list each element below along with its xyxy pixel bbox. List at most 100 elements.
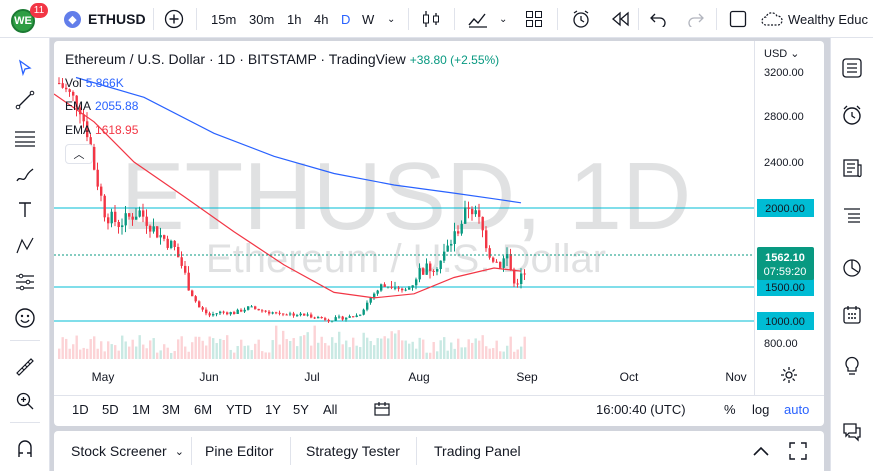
percent-scale-toggle[interactable]: % [724,402,736,417]
volume-bar [362,332,365,359]
indicator-ema-slow[interactable]: EMA 2055.88 [65,99,139,113]
watchlist-icon[interactable] [839,55,865,81]
redo-icon[interactable] [687,0,705,38]
prediction-icon[interactable] [13,270,37,294]
undo-icon[interactable] [649,0,667,38]
volume-bar [331,337,334,359]
range-1y[interactable]: 1Y [265,402,281,417]
range-1m[interactable]: 1M [132,402,151,417]
candle-body [68,89,71,92]
candle-body [208,313,211,316]
price-chart[interactable]: ETHUSD, 1D Ethereum / U.S. Dollar 3200.0… [54,41,824,396]
date-range-calendar-icon[interactable] [373,401,391,420]
range-5d[interactable]: 5D [102,402,119,417]
tab-stock-screener[interactable]: Stock Screener ⌄ [71,443,184,459]
candle-body [198,301,201,308]
candle-body [89,137,92,147]
volume-bar [240,339,243,359]
ruler-icon[interactable] [13,355,37,379]
currency-selector[interactable]: USD ⌄ [764,48,800,60]
candle-body [180,257,183,266]
candle-body [331,320,334,322]
interval-1h[interactable]: 1h [287,11,302,27]
candle-body [341,316,344,320]
range-5y[interactable]: 5Y [293,402,309,417]
volume-bar [373,345,376,359]
interval-15m[interactable]: 15m [211,11,237,27]
text-tool-icon[interactable] [13,198,37,222]
candle-body [278,312,281,314]
price-axis-label: 2800.00 [764,111,804,123]
hotlist-icon[interactable] [839,255,865,281]
range-6m[interactable]: 6M [194,402,213,417]
time-axis-label: Aug [408,370,429,384]
magnet-icon[interactable] [13,437,37,461]
layout-name[interactable]: Wealthy Educ [788,11,868,27]
trend-line-icon[interactable] [13,88,37,112]
indicators-icon[interactable] [467,0,489,38]
cloud-icon[interactable] [760,0,784,38]
replay-icon[interactable] [610,0,630,38]
candle-body [79,107,82,115]
indicator-ema-fast[interactable]: EMA 1618.95 [65,123,139,137]
auto-scale-toggle[interactable]: auto [784,402,810,417]
range-3m[interactable]: 3M [162,402,181,417]
symbol-search-button[interactable]: ETHUSD [88,11,146,27]
fullscreen-frame-icon[interactable] [729,0,747,38]
zoom-in-icon[interactable] [13,389,37,413]
news-icon[interactable] [839,155,865,181]
candle-body [138,210,141,217]
chevron-up-icon[interactable] [752,431,770,471]
chevron-down-icon[interactable]: ⌄ [387,13,396,25]
indicator-volume[interactable]: Vol 5.866K [65,76,124,90]
chart-panel[interactable]: ETHUSD, 1D Ethereum / U.S. Dollar 3200.0… [54,41,824,426]
volume-bar [86,348,89,359]
candle-body [145,216,148,226]
brush-icon[interactable] [13,164,37,188]
cursor-icon[interactable] [13,56,37,80]
volume-bar [310,345,313,359]
data-window-icon[interactable] [839,203,865,229]
volume-bar [229,349,232,359]
tab-strategy-tester[interactable]: Strategy Tester [306,443,400,459]
tab-pine-editor[interactable]: Pine Editor [205,443,274,459]
range-all[interactable]: All [323,402,338,417]
volume-bar [432,342,435,359]
interval-1w[interactable]: W [362,11,375,27]
candle-body [86,121,89,138]
volume-bar [345,340,348,359]
last-price-tag [757,247,814,280]
emoji-icon[interactable] [13,306,37,330]
candle-body [320,316,323,319]
range-ytd[interactable]: YTD [226,402,252,417]
chat-icon[interactable] [839,418,865,444]
candle-body [415,279,418,286]
alerts-clock-icon[interactable] [839,102,865,128]
volume-bar [180,336,183,359]
volume-bar [58,348,61,359]
ideas-lightbulb-icon[interactable] [839,352,865,378]
volume-bar [488,348,491,359]
candles-icon[interactable] [422,0,440,38]
interval-4h[interactable]: 4h [314,11,329,27]
chart-settings-gear-icon[interactable] [780,366,798,389]
pattern-icon[interactable] [13,234,37,258]
chevron-down-icon[interactable]: ⌄ [499,13,508,25]
alert-clock-icon[interactable] [571,0,591,38]
tab-trading-panel[interactable]: Trading Panel [434,443,521,459]
range-1d[interactable]: 1D [72,402,89,417]
collapse-legend-button[interactable]: ︿ [65,144,93,164]
chart-title[interactable]: Ethereum / U.S. Dollar · 1D · BITSTAMP ·… [65,51,406,67]
layout-grid-icon[interactable] [525,0,543,38]
calendar-icon[interactable] [839,302,865,328]
utc-clock[interactable]: 16:00:40 (UTC) [596,402,686,417]
candle-body [460,223,463,234]
interval-1d[interactable]: D [341,11,351,27]
add-symbol-icon[interactable] [164,0,184,38]
log-scale-toggle[interactable]: log [752,402,770,417]
candle-body [212,314,215,316]
interval-30m[interactable]: 30m [249,11,275,27]
volume-bar [226,335,229,359]
fib-lines-icon[interactable] [13,126,37,150]
maximize-icon[interactable] [789,431,807,471]
